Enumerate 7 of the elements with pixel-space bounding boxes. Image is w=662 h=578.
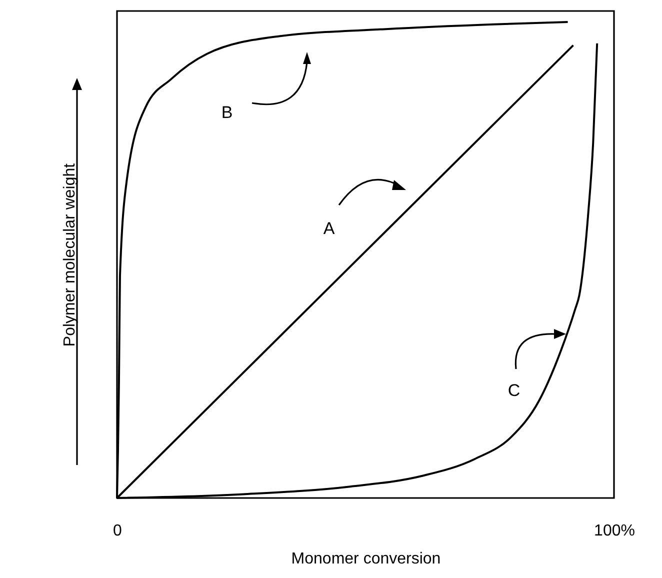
x-tick-label: 100%	[594, 522, 635, 540]
x-tick-label: 0	[113, 522, 122, 540]
y-axis-title: Polymer molecular weight	[62, 162, 78, 347]
series-label: A	[323, 219, 336, 238]
x-axis-title: Monomer conversion	[291, 550, 441, 568]
legend-label: C	[508, 381, 520, 400]
text: B	[221, 103, 233, 122]
